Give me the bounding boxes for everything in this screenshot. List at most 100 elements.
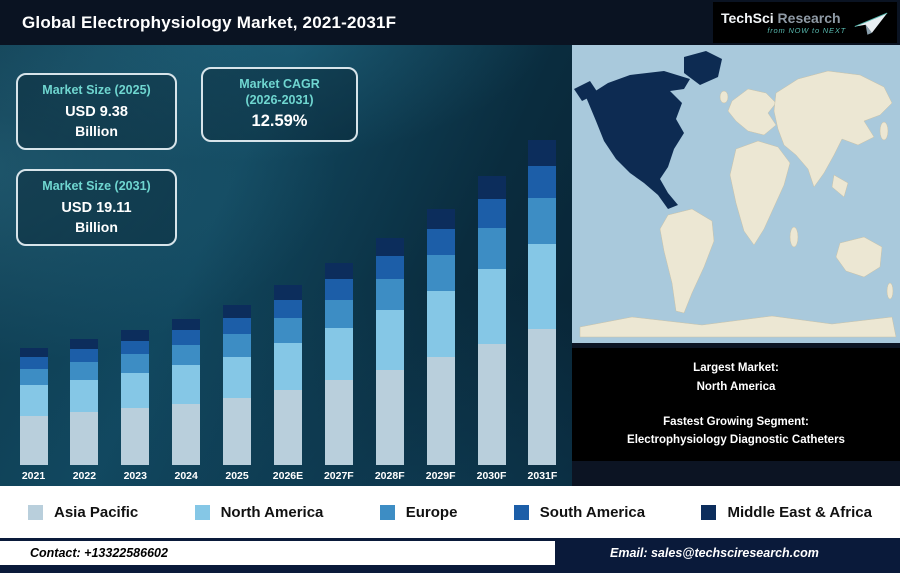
bar-segment-asia-pacific bbox=[528, 328, 557, 465]
bar-segment-north-america bbox=[528, 244, 557, 329]
legend-swatch-south-america bbox=[513, 504, 529, 520]
market-size-2025-unit: Billion bbox=[75, 122, 118, 139]
largest-market-label: Largest Market: bbox=[693, 362, 779, 375]
fastest-segment-label: Fastest Growing Segment: bbox=[663, 415, 809, 428]
market-size-2025-box: Market Size (2025) USD 9.38 Billion bbox=[16, 73, 177, 151]
bar-segment-middle-east-africa bbox=[19, 347, 48, 358]
x-axis-label: 2030F bbox=[476, 470, 507, 482]
map-europe bbox=[727, 88, 777, 136]
bar-segment-north-america bbox=[477, 268, 506, 344]
legend-label-south-america: South America bbox=[539, 503, 646, 521]
bar-segment-asia-pacific bbox=[426, 357, 455, 465]
legend-label-europe: Europe bbox=[405, 503, 458, 521]
bar-column-2021: 2021 bbox=[10, 347, 57, 482]
legend-label-north-america: North America bbox=[220, 503, 324, 521]
footer: Contact: +13322586602 Email: sales@techs… bbox=[0, 538, 900, 573]
market-callout-box: Largest Market: North America Fastest Gr… bbox=[572, 348, 900, 461]
bar-segment-south-america bbox=[19, 357, 48, 369]
legend: Asia Pacific North America Europe South Ame… bbox=[0, 486, 900, 538]
legend-item-south-america: South America bbox=[513, 503, 646, 521]
bar-column-2028f: 2028F bbox=[366, 237, 413, 482]
bar-segment-europe bbox=[324, 299, 353, 328]
bar-stack-2021 bbox=[19, 347, 48, 465]
market-size-2025-value: USD 9.38 bbox=[65, 103, 128, 120]
bar-segment-middle-east-africa bbox=[324, 263, 353, 280]
market-size-2031-box: Market Size (2031) USD 19.11 Billion bbox=[16, 169, 177, 247]
bar-column-2024: 2024 bbox=[163, 318, 210, 482]
bar-stack-2023 bbox=[121, 329, 150, 465]
bar-segment-south-america bbox=[375, 255, 404, 279]
bar-stack-2025 bbox=[223, 305, 252, 465]
bar-segment-asia-pacific bbox=[273, 389, 302, 465]
bar-segment-europe bbox=[375, 278, 404, 311]
bar-segment-asia-pacific bbox=[477, 343, 506, 465]
bar-segment-north-america bbox=[223, 356, 252, 398]
x-axis-label: 2023 bbox=[123, 470, 147, 482]
brand-tagline: from NOW to NEXT bbox=[767, 26, 846, 35]
bar-segment-middle-east-africa bbox=[121, 329, 150, 341]
right-panel: Largest Market: North America Fastest Gr… bbox=[572, 45, 900, 486]
map-south-america bbox=[659, 208, 715, 314]
bar-segment-asia-pacific bbox=[19, 415, 48, 465]
brand-logo-text: TechSci Research from NOW to NEXT bbox=[721, 10, 846, 35]
bar-segment-europe bbox=[426, 254, 455, 291]
bar-segment-north-america bbox=[172, 365, 201, 404]
legend-swatch-middle-east-africa bbox=[701, 504, 717, 520]
bar-segment-north-america bbox=[324, 327, 353, 381]
bar-column-2027f: 2027F bbox=[315, 263, 362, 482]
chart-panel: Market Size (2025) USD 9.38 Billion Mark… bbox=[0, 45, 572, 486]
bar-segment-asia-pacific bbox=[324, 380, 353, 465]
largest-market-value: North America bbox=[696, 380, 776, 393]
map-british-isles bbox=[719, 90, 729, 104]
x-axis-label: 2029F bbox=[425, 470, 456, 482]
map-southeast-asia bbox=[831, 174, 849, 198]
bar-segment-europe bbox=[172, 344, 201, 366]
bar-segment-south-america bbox=[223, 318, 252, 335]
map-new-zealand bbox=[886, 282, 894, 300]
bar-segment-south-america bbox=[121, 340, 150, 355]
map-japan bbox=[879, 121, 889, 141]
footer-contact-area: Contact: +13322586602 bbox=[0, 541, 555, 565]
header: Global Electrophysiology Market, 2021-20… bbox=[0, 0, 900, 45]
legend-label-asia-pacific: Asia Pacific bbox=[54, 503, 139, 521]
bar-stack-2026e bbox=[273, 285, 302, 465]
bar-stack-2029f bbox=[426, 208, 455, 465]
bar-segment-middle-east-africa bbox=[172, 318, 201, 331]
bar-stack-2030f bbox=[477, 176, 506, 465]
market-cagr-box: Market CAGR (2026-2031) 12.59% bbox=[201, 67, 358, 143]
bar-segment-middle-east-africa bbox=[477, 176, 506, 200]
bar-segment-europe bbox=[223, 334, 252, 357]
bar-segment-south-america bbox=[324, 279, 353, 300]
footer-bottom-bar bbox=[0, 565, 900, 573]
bar-segment-asia-pacific bbox=[121, 408, 150, 465]
market-size-2031-value: USD 19.11 bbox=[61, 199, 132, 216]
x-axis-label: 2026E bbox=[272, 470, 304, 482]
bar-segment-north-america bbox=[19, 385, 48, 416]
x-axis-label: 2031F bbox=[527, 470, 558, 482]
legend-item-asia-pacific: Asia Pacific bbox=[28, 504, 138, 521]
bar-column-2030f: 2030F bbox=[468, 176, 515, 482]
callout-spacer bbox=[582, 398, 890, 412]
bar-stack-2028f bbox=[375, 237, 404, 465]
bar-segment-south-america bbox=[273, 299, 302, 318]
market-cagr-value: 12.59% bbox=[251, 112, 308, 131]
bar-column-2025: 2025 bbox=[214, 305, 261, 482]
brand-name-primary: TechSci bbox=[721, 10, 774, 26]
map-madagascar bbox=[789, 226, 799, 248]
bar-segment-europe bbox=[19, 368, 48, 386]
bar-segment-asia-pacific bbox=[375, 369, 404, 465]
market-size-2031-unit: Billion bbox=[75, 218, 118, 235]
market-size-2025-label: Market Size (2025) bbox=[42, 83, 151, 97]
legend-swatch-asia-pacific bbox=[28, 504, 43, 520]
brand-name: TechSci Research bbox=[721, 10, 846, 26]
map-africa bbox=[729, 140, 791, 246]
bar-segment-north-america bbox=[121, 373, 150, 409]
main-content: Market Size (2025) USD 9.38 Billion Mark… bbox=[0, 45, 900, 486]
x-axis-label: 2024 bbox=[174, 470, 198, 482]
bar-chart: 2021 2022 2023 2024 2025 2026E 2027F 2028F 2029F… bbox=[10, 139, 566, 482]
bar-column-2031f: 2031F bbox=[519, 139, 566, 482]
bar-column-2029f: 2029F bbox=[417, 208, 464, 482]
footer-strip: Contact: +13322586602 Email: sales@techs… bbox=[0, 538, 900, 565]
x-axis-label: 2027F bbox=[323, 470, 354, 482]
